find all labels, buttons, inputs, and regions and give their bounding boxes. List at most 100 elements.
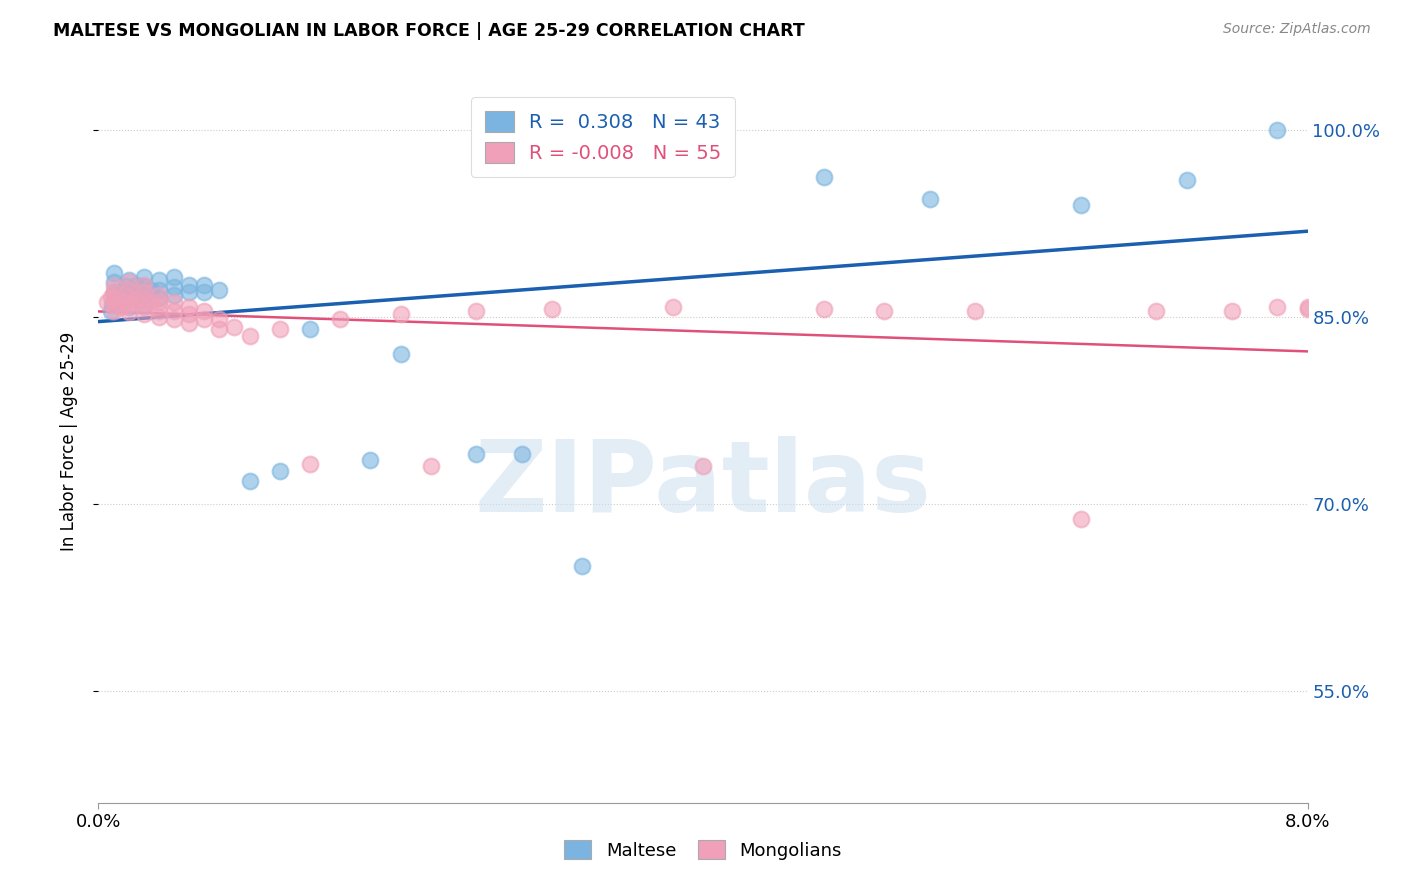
Point [141, 283, 163, 297]
Point [179, 300, 201, 314]
Point [148, 303, 170, 318]
Point [103, 285, 125, 299]
Point [193, 277, 215, 292]
Point [114, 295, 136, 310]
Point [193, 285, 215, 299]
Point [96, 295, 118, 310]
Point [208, 283, 231, 297]
Point [269, 465, 291, 479]
Point [114, 278, 136, 293]
Point [103, 295, 125, 310]
Point [110, 300, 132, 314]
Text: ZIPatlas: ZIPatlas [475, 436, 931, 533]
Point [163, 287, 186, 301]
Point [465, 447, 488, 461]
Point [965, 303, 987, 318]
Point [193, 303, 215, 318]
Point [1296, 302, 1319, 317]
Point [118, 272, 141, 286]
Legend: Maltese, Mongolians: Maltese, Mongolians [557, 832, 849, 867]
Point [118, 283, 141, 297]
Point [193, 312, 215, 326]
Point [132, 300, 155, 314]
Point [1220, 303, 1243, 318]
Point [389, 347, 412, 361]
Point [148, 283, 170, 297]
Point [125, 293, 148, 307]
Point [132, 293, 155, 307]
Point [110, 285, 132, 299]
Legend: R =  0.308   N = 43, R = -0.008   N = 55: R = 0.308 N = 43, R = -0.008 N = 55 [471, 97, 735, 177]
Point [299, 322, 322, 336]
Point [813, 170, 835, 185]
Point [132, 277, 155, 292]
Point [148, 291, 170, 305]
Point [360, 453, 382, 467]
Point [103, 278, 125, 293]
Point [571, 559, 593, 574]
Point [132, 270, 155, 285]
Text: MALTESE VS MONGOLIAN IN LABOR FORCE | AGE 25-29 CORRELATION CHART: MALTESE VS MONGOLIAN IN LABOR FORCE | AG… [53, 22, 806, 40]
Point [163, 295, 186, 310]
Text: Source: ZipAtlas.com: Source: ZipAtlas.com [1223, 22, 1371, 37]
Point [148, 272, 170, 286]
Point [125, 277, 148, 292]
Point [132, 308, 155, 322]
Point [179, 277, 201, 292]
Point [540, 302, 562, 317]
Point [103, 291, 125, 305]
Point [208, 312, 231, 326]
Point [208, 322, 231, 336]
Point [465, 303, 488, 318]
Point [1070, 512, 1092, 526]
Point [179, 308, 201, 322]
Point [118, 297, 141, 311]
Point [299, 457, 322, 471]
Point [1267, 123, 1289, 137]
Point [329, 312, 352, 326]
Point [510, 447, 533, 461]
Point [163, 270, 186, 285]
Point [179, 285, 201, 299]
Point [813, 302, 835, 317]
Point [239, 475, 262, 489]
Point [918, 192, 941, 206]
Point [179, 316, 201, 330]
Point [118, 275, 141, 289]
Point [103, 285, 125, 299]
Point [118, 283, 141, 297]
Point [103, 303, 125, 318]
Point [132, 297, 155, 311]
Y-axis label: In Labor Force | Age 25-29: In Labor Force | Age 25-29 [59, 332, 77, 551]
Point [103, 266, 125, 280]
Point [148, 310, 170, 324]
Point [148, 295, 170, 310]
Point [101, 297, 124, 311]
Point [163, 312, 186, 326]
Point [118, 291, 141, 305]
Point [239, 328, 262, 343]
Point [132, 287, 155, 301]
Point [148, 287, 170, 301]
Point [103, 275, 125, 289]
Point [1175, 173, 1198, 187]
Point [118, 305, 141, 319]
Point [118, 290, 141, 304]
Point [873, 303, 896, 318]
Point [100, 290, 122, 304]
Point [132, 285, 155, 299]
Point [1146, 303, 1168, 318]
Point [224, 320, 246, 334]
Point [103, 297, 125, 311]
Point [132, 278, 155, 293]
Point [269, 322, 291, 336]
Point [141, 295, 163, 310]
Point [1070, 198, 1092, 212]
Point [125, 287, 148, 301]
Point [1267, 300, 1289, 314]
Point [1296, 300, 1319, 314]
Point [163, 280, 186, 294]
Point [389, 308, 412, 322]
Point [661, 300, 683, 314]
Point [420, 459, 443, 474]
